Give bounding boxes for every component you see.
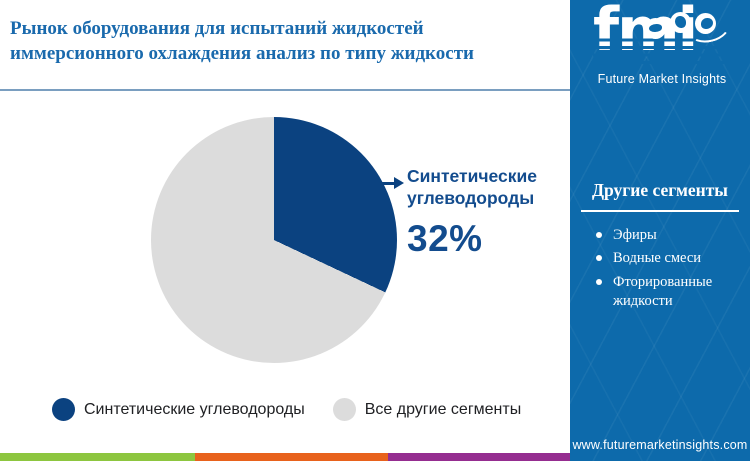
globe-americas-icon [645, 18, 666, 39]
legend-swatch-others [332, 398, 356, 421]
footer-stripe-green [0, 453, 195, 461]
legend-item-synthetic: Синтетические углеводороды [52, 398, 305, 421]
logo-tagline: Future Market Insights [597, 72, 727, 86]
sidebar: fmi Future Market Insights Другие сегмен… [570, 0, 750, 461]
footer-stripe-purple [388, 453, 573, 461]
globe-asia-icon [695, 13, 716, 34]
footer-stripe-orange [195, 453, 388, 461]
segment-item: Водные смеси [596, 249, 725, 268]
page-title: Рынок оборудования для испытаний жидкост… [10, 18, 474, 65]
callout-arrow-icon [394, 177, 404, 189]
fmi-logo: fmi Future Market Insights [593, 0, 733, 90]
segment-item: Фторированные жидкости [596, 273, 725, 311]
legend-item-others: Все другие сегменты [332, 398, 522, 421]
globe-europe-icon [670, 12, 691, 33]
pie-callout: Синтетические углеводороды 32% [407, 166, 567, 260]
callout-arrow-line [376, 182, 396, 185]
title-divider [0, 89, 570, 91]
website-link[interactable]: www.futuremarketinsights.com [572, 438, 748, 452]
other-segments-panel: Другие сегменты Эфиры Водные смеси Фтори… [570, 180, 750, 316]
footer-stripes [0, 453, 573, 461]
legend-swatch-synthetic [52, 398, 75, 421]
other-segments-divider [581, 210, 739, 212]
other-segments-heading: Другие сегменты [592, 180, 728, 200]
segment-item: Эфиры [596, 226, 725, 245]
callout-label: Синтетические углеводороды [407, 166, 538, 208]
chart-legend: Синтетические углеводороды Все другие се… [52, 398, 521, 421]
legend-label-others: Все другие сегменты [364, 400, 522, 418]
logo-globes [593, 12, 731, 39]
pie-chart [151, 117, 397, 363]
other-segments-list: Эфиры Водные смеси Фторированные жидкост… [596, 226, 750, 311]
legend-label-synthetic: Синтетические углеводороды [84, 400, 305, 418]
callout-value: 32% [407, 218, 483, 260]
